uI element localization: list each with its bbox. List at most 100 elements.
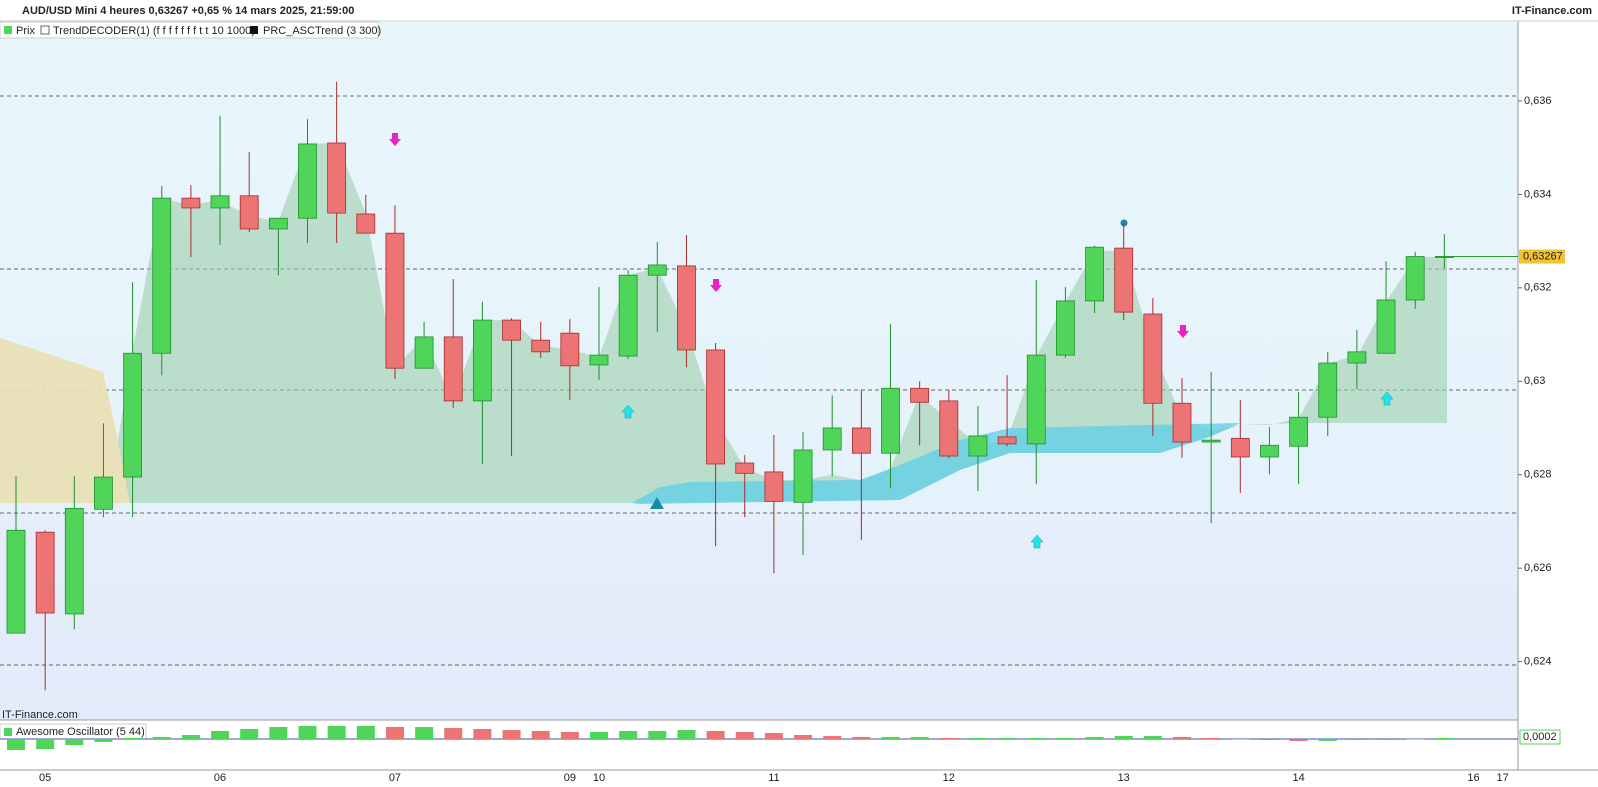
candle-body [35,531,55,614]
candle-body [123,352,142,478]
candle-body [589,354,609,366]
legend-swatch [40,25,50,35]
y-tick-label: 0,63 [1524,375,1545,387]
osc-bar [415,727,434,739]
candle-body [1026,354,1046,445]
osc-bar [968,738,987,739]
osc-bar [619,731,638,739]
candle-body [443,336,463,402]
legend-swatch [4,728,12,736]
osc-bar [1085,737,1104,739]
candle-body [327,142,347,214]
candle-body [1056,300,1075,356]
legend-swatch [4,26,12,34]
candle-body [677,265,696,351]
candle-body [64,507,84,615]
osc-bar [1056,738,1075,739]
osc-bar [531,731,550,739]
candle-body [414,336,434,369]
candle-body [1318,362,1338,418]
osc-current-label: 0,0002 [1523,731,1557,743]
candle-body [764,471,784,502]
osc-bar [473,729,492,739]
osc-bar [1202,738,1221,739]
osc-bar [823,736,842,739]
osc-bar [356,726,375,739]
osc-bar [590,732,608,739]
signal-arrows [389,133,1189,338]
x-tick-label: 16 [1467,772,1479,784]
header [0,0,1598,21]
candle-body [239,195,259,230]
candle-body [356,213,376,234]
osc-bar [1435,738,1454,739]
osc-bar [852,737,871,739]
osc-bar [677,730,696,739]
title: AUD/USD Mini 4 heures 0,63267 +0,65 % 14… [22,5,354,17]
osc-bar [1231,739,1250,740]
candle-body [1143,313,1163,404]
candle-body [968,435,988,457]
candle-body [1201,439,1221,443]
x-tick-label: 14 [1292,772,1304,784]
osc-bar [881,737,900,739]
candle-body [94,476,113,510]
x-tick-label: 05 [39,772,51,784]
candle-body [531,339,551,353]
candle-body [793,449,813,503]
candle-body [735,462,755,474]
candle-body [385,232,405,369]
dot-signal [1120,219,1128,227]
osc-bar [1377,739,1396,740]
osc-bar [298,726,317,739]
candle-body [1114,247,1134,313]
lower-zone [0,513,1518,720]
candle-body [6,529,26,634]
current-price-label: 0,63267 [1523,250,1563,262]
osc-current-box [1519,729,1561,745]
candle-body [472,319,492,402]
y-tick-label: 0,634 [1524,188,1552,200]
candle-body [1230,437,1250,458]
osc-bar [706,731,725,739]
osc-bar [735,732,754,739]
osc-bar [211,731,230,739]
osc-legend-entry: Awesome Oscillator (5 44) [16,726,145,738]
osc-bar [1318,739,1337,741]
osc-bar [94,739,113,742]
osc-bar [502,730,521,739]
osc-bar [998,738,1017,739]
legend-swatch [250,26,258,34]
candle-body [647,264,667,276]
osc-bar [327,726,346,739]
osc-bar [910,737,929,739]
candle-body [1347,351,1367,364]
candle-body [210,195,230,209]
osc-bar [240,729,259,739]
candle-body [502,319,521,341]
osc-bar [1289,739,1308,741]
osc-bar [560,732,579,739]
candle-body [1260,444,1279,458]
osc-bar [123,738,142,739]
legend-entry: Prix [16,25,35,37]
current-price-box [1519,249,1565,264]
legend-entry: PRC_ASCTrend (3 300) [263,25,381,37]
watermark: IT-Finance.com [2,709,78,721]
x-tick-label: 07 [389,772,401,784]
candle-body [1289,416,1308,447]
y-tick-label: 0,632 [1524,282,1552,294]
x-tick-label: 09 [564,772,576,784]
source: IT-Finance.com [1512,5,1592,17]
osc-bar [65,739,84,745]
legend-entry: TrendDECODER(1) (f f f f f f f t t 10 10… [53,25,255,37]
x-tick-label: 11 [768,772,779,784]
candle-body [298,143,317,219]
osc-bar [269,727,288,739]
x-tick-label: 06 [214,772,226,784]
candles [6,81,1454,691]
candle-body [181,197,201,209]
x-tick-label: 13 [1118,772,1130,784]
candle-body [706,349,725,465]
